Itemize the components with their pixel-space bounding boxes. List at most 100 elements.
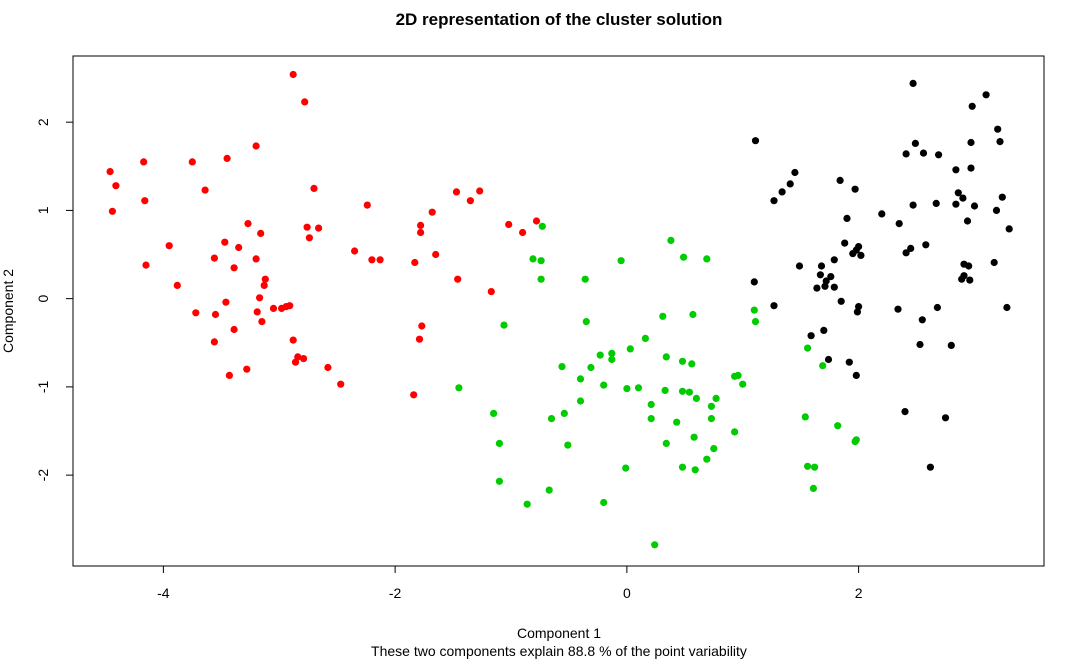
scatter-point: [303, 223, 311, 231]
scatter-point: [791, 168, 799, 177]
scatter-point: [967, 138, 975, 147]
scatter-point: [576, 375, 585, 383]
y-tick-label: 0: [35, 294, 51, 302]
scatter-point: [634, 384, 643, 392]
scatter-point: [545, 486, 553, 494]
scatter-point: [142, 261, 150, 269]
scatter-point: [622, 464, 630, 472]
scatter-point: [641, 334, 650, 342]
scatter-point: [523, 500, 531, 508]
scatter-point: [935, 151, 943, 159]
scatter-point: [192, 309, 200, 317]
y-axis-label: Component 2: [0, 269, 16, 353]
scatter-point: [751, 318, 760, 326]
scatter-point: [816, 271, 825, 279]
scatter-point: [894, 305, 902, 313]
data-points: [106, 70, 1013, 549]
scatter-point: [963, 217, 972, 225]
scatter-point: [770, 302, 778, 310]
scatter-point: [647, 415, 655, 423]
scatter-point: [608, 349, 616, 357]
scatter-point: [830, 256, 838, 264]
scatter-point: [310, 184, 318, 192]
scatter-point: [712, 394, 720, 402]
scatter-point: [786, 180, 794, 188]
scatter-point: [734, 371, 742, 379]
scatter-point: [992, 206, 1001, 214]
scatter-point: [990, 258, 998, 267]
scatter-point: [337, 380, 345, 388]
scatter-point: [703, 255, 711, 263]
scatter-point: [452, 188, 461, 196]
scatter-point: [982, 91, 990, 99]
scatter-point: [707, 415, 716, 423]
scatter-point: [1005, 225, 1013, 233]
scatter-point: [909, 201, 917, 209]
scatter-point: [703, 455, 711, 463]
scatter-point: [108, 207, 116, 215]
chart-title: 2D representation of the cluster solutio…: [396, 10, 723, 29]
scatter-point: [257, 229, 265, 237]
scatter-point: [843, 214, 851, 222]
scatter-point: [836, 176, 844, 184]
scatter-point: [106, 168, 114, 176]
scatter-point: [952, 166, 960, 174]
scatter-point: [225, 371, 233, 379]
scatter-point: [300, 355, 308, 363]
scatter-point: [500, 321, 508, 329]
scatter-point: [410, 391, 418, 399]
scatter-point: [916, 340, 924, 349]
scatter-point: [269, 304, 278, 312]
scatter-point: [1003, 303, 1011, 312]
scatter-point: [608, 355, 616, 364]
scatter-point: [933, 303, 942, 312]
scatter-point: [795, 262, 804, 270]
scatter-point: [667, 236, 675, 244]
scatter-point: [941, 414, 950, 422]
scatter-point: [804, 344, 812, 352]
scatter-point: [822, 277, 830, 285]
scatter-point: [222, 298, 230, 306]
scatter-point: [926, 463, 935, 471]
scatter-point: [662, 353, 670, 361]
scatter-point: [411, 258, 419, 267]
scatter-point: [770, 197, 778, 205]
scatter-point: [537, 275, 545, 283]
scatter-point: [230, 264, 238, 272]
scatter-point: [661, 386, 669, 394]
scatter-point: [901, 408, 909, 416]
scatter-point: [819, 362, 827, 370]
scatter-point: [678, 357, 687, 365]
scatter-point: [911, 139, 920, 147]
scatter-point: [210, 338, 218, 346]
scatter-point: [811, 463, 819, 471]
scatter-point: [252, 255, 260, 263]
scatter-point: [801, 413, 809, 421]
scatter-point: [305, 234, 313, 242]
scatter-point: [809, 484, 818, 492]
scatter-point: [529, 255, 537, 263]
scatter-point: [845, 358, 853, 366]
x-axis-label: Component 1: [517, 625, 601, 641]
scatter-point: [851, 185, 859, 193]
scatter-point: [918, 316, 926, 324]
scatter-point: [739, 380, 747, 388]
scatter-point: [967, 164, 975, 172]
scatter-point: [965, 262, 973, 270]
scatter-point: [830, 283, 838, 291]
scatter-point: [662, 439, 670, 447]
scatter-point: [849, 250, 857, 258]
scatter-point: [581, 275, 589, 283]
scatter-point: [834, 422, 842, 430]
scatter-point: [707, 402, 716, 410]
scatter-point: [253, 308, 261, 316]
scatter-point: [690, 433, 698, 441]
scatter-point: [165, 242, 173, 250]
scatter-point: [600, 498, 608, 507]
scatter-point: [532, 217, 541, 225]
scatter-point: [315, 224, 323, 232]
scatter-point: [996, 138, 1004, 146]
scatter-point: [827, 273, 835, 281]
scatter-point: [689, 310, 697, 319]
scatter-point: [678, 387, 687, 395]
